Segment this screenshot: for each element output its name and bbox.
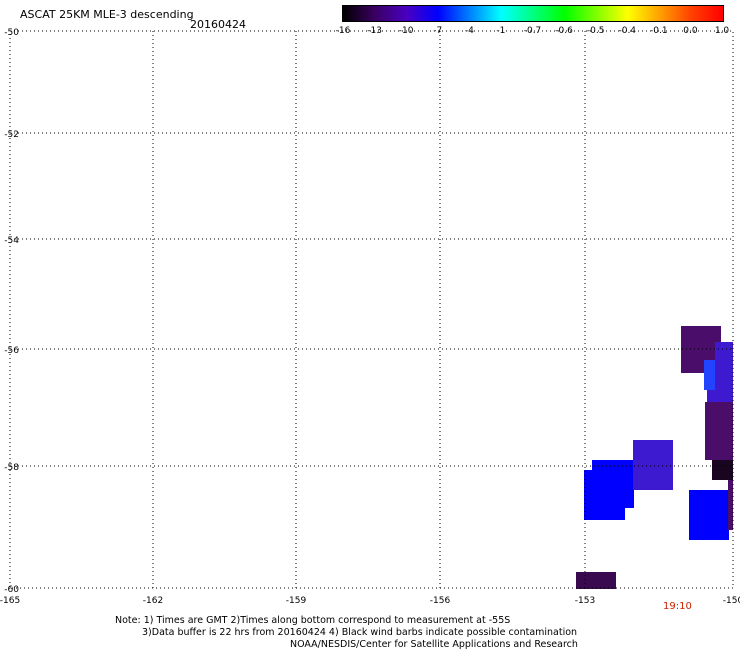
swath-cell [689,490,729,540]
swath-cell [705,402,733,460]
colorbar-label: 1.0 [714,26,730,36]
colorbar-label: -1 [496,26,506,36]
colorbar-label: -0.7 [523,26,542,36]
lat-label: -52 [4,130,19,140]
colorbar-label: -7 [433,26,443,36]
lon-label: -156 [430,596,451,606]
map-plot: -50 -52 -54 -56 -58 -60-165 -162 -159 -156 -153 -1… [0,28,740,606]
swath-cell [633,440,673,490]
lat-label: -54 [4,236,19,246]
product-date: 20160424 [190,18,246,31]
lon-label: -153 [575,596,595,606]
lon-label: -162 [143,596,163,606]
colorbar-label: -0.6 [555,26,573,36]
note-line-2: 3)Data buffer is 22 hrs from 20160424 4)… [142,627,578,638]
colorbar-label: -0.4 [618,26,637,36]
swath-cell [592,460,634,508]
note-line-1: Note: 1) Times are GMT 2)Times along bot… [115,615,511,626]
note-line-3: NOAA/NESDIS/Center for Satellite Applica… [290,639,578,650]
lat-label: -50 [4,28,19,38]
lat-label: -58 [4,463,19,473]
lon-label: -165 [0,596,20,606]
swath-cell [707,390,733,404]
swath-cell [728,480,733,530]
colorbar-label: -4 [464,26,474,36]
lat-label: -60 [4,585,19,595]
swath-cell [576,572,616,589]
product-title: ASCAT 25KM MLE-3 descending [20,8,194,21]
time-label: 19:10 [663,601,692,612]
lat-label: -56 [4,346,19,356]
lon-label: -150 [723,596,740,606]
swath-cell [715,342,733,397]
lon-label: -159 [286,596,307,606]
colorbar-label: -0.5 [586,26,605,36]
colorbar [342,5,724,22]
swath-cell [712,460,733,480]
